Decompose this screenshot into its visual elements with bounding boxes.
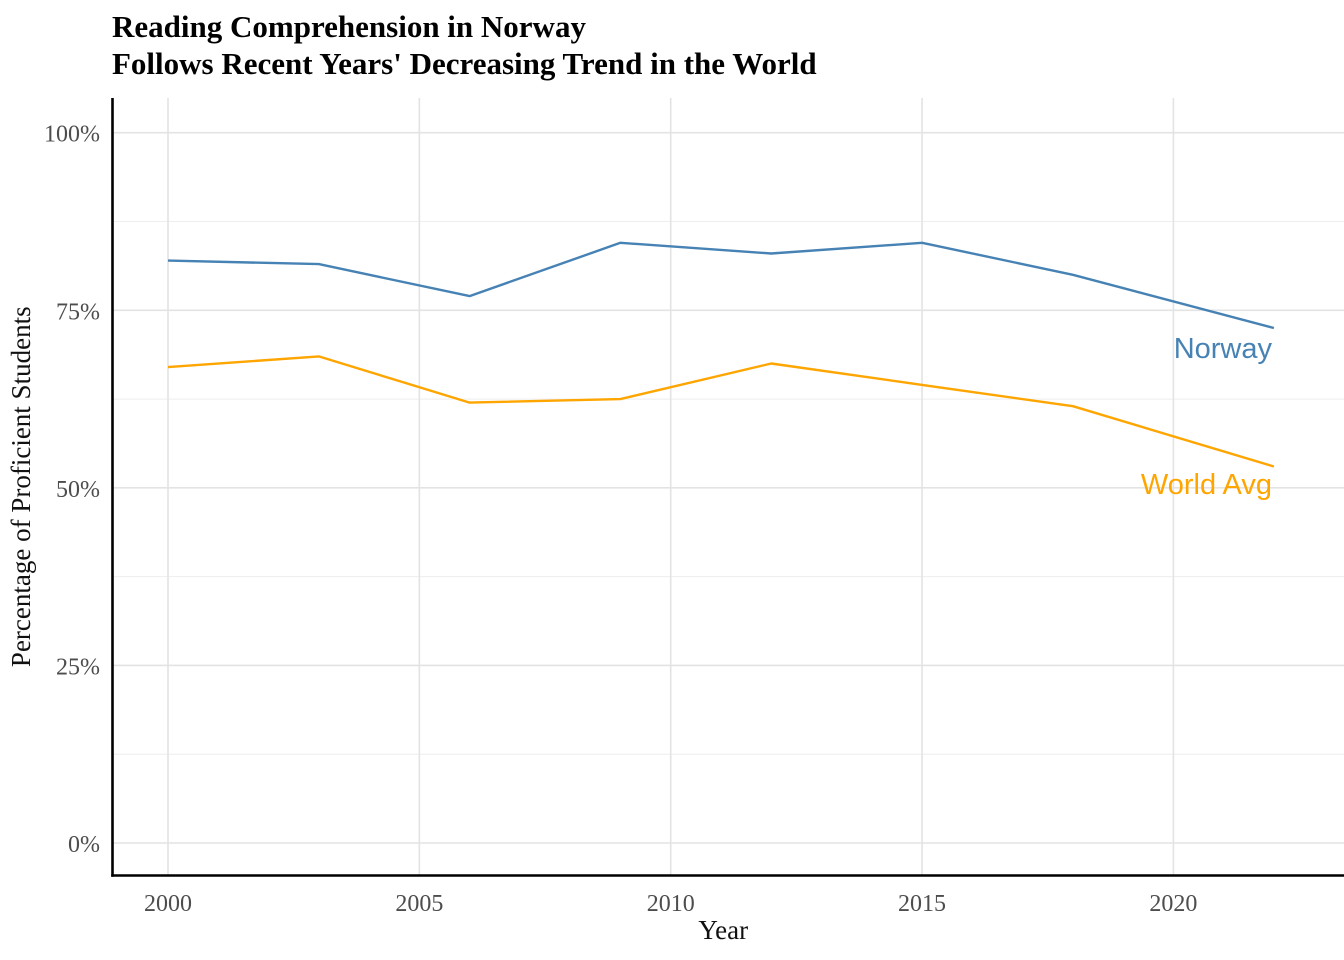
- y-tick-label: 75%: [56, 299, 100, 325]
- x-tick-label: 2020: [1149, 891, 1197, 917]
- y-tick-label: 0%: [68, 832, 100, 858]
- x-tick-label: 2010: [647, 891, 695, 917]
- world-avg-line: [167, 355, 1275, 468]
- minor-gridlines: [112, 220, 1344, 755]
- axis-lines: [111, 98, 1344, 877]
- series-inline-labels: Norway World Avg: [1141, 333, 1273, 501]
- x-tick-label: 2000: [144, 891, 192, 917]
- y-tick-label: 100%: [44, 122, 100, 148]
- norway-line: [167, 241, 1275, 330]
- x-axis-title: Year: [698, 915, 748, 945]
- chart-title-line2: Follows Recent Years' Decreasing Trend i…: [112, 46, 817, 81]
- chart-title: Reading Comprehension in Norway Follows …: [112, 8, 817, 82]
- y-tick-label: 25%: [56, 654, 100, 680]
- major-gridlines: [112, 98, 1344, 876]
- data-series: [167, 241, 1275, 468]
- tick-labels: 2000 2005 2010 2015 2020 0% 25% 50% 75% 100%: [44, 122, 1197, 917]
- x-tick-label: 2005: [395, 891, 443, 917]
- norway-inline-label: Norway: [1174, 333, 1273, 365]
- world-avg-inline-label: World Avg: [1141, 469, 1272, 501]
- chart-title-line1: Reading Comprehension in Norway: [112, 9, 586, 44]
- y-tick-label: 50%: [56, 477, 100, 503]
- y-axis-title: Percentage of Proficient Students: [6, 306, 36, 667]
- x-tick-label: 2015: [898, 891, 946, 917]
